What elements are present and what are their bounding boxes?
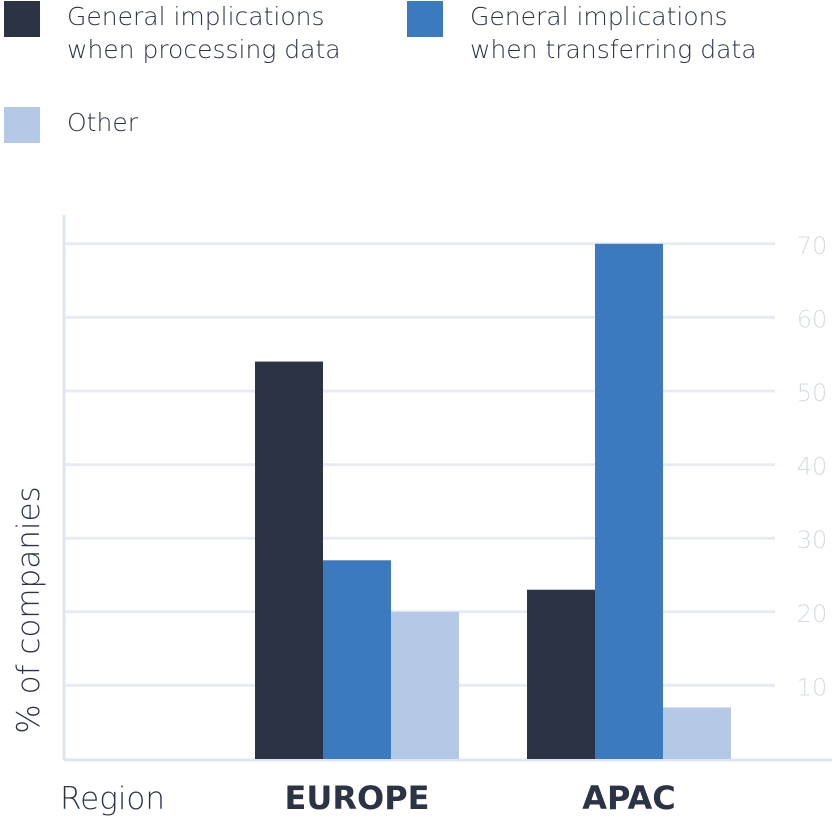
- bar-apac-series-0: [527, 589, 595, 759]
- bar-europe-series-1: [323, 560, 391, 759]
- y-tick-label: 10: [797, 673, 828, 701]
- y-tick-label: 30: [797, 526, 828, 554]
- legend-item-processing: General implications when processing dat…: [4, 0, 341, 66]
- legend-label-line: General implications: [67, 2, 325, 31]
- legend-label-other: Other: [67, 106, 138, 139]
- legend-label-line: General implications: [470, 2, 728, 31]
- legend-label-line: when processing data: [67, 35, 341, 64]
- y-tick-label: 70: [797, 232, 828, 260]
- bar-apac-series-2: [663, 707, 731, 759]
- legend-item-transferring: General implications when transferring d…: [407, 0, 757, 66]
- y-axis-label: % of companies: [11, 486, 47, 733]
- y-tick-label: 40: [797, 453, 828, 481]
- legend-label-line: Other: [67, 108, 138, 137]
- bar-europe-series-0: [255, 361, 323, 759]
- y-tick-label: 50: [797, 379, 828, 407]
- legend-item-other: Other: [4, 106, 138, 143]
- legend-label-transferring: General implications when transferring d…: [470, 0, 757, 66]
- legend-label-line: when transferring data: [470, 35, 757, 64]
- y-tick-label: 20: [797, 600, 828, 628]
- x-axis-label: Region: [60, 781, 165, 817]
- bar-apac-series-1: [595, 243, 663, 760]
- legend-swatch-other: [4, 107, 40, 143]
- bar-europe-series-2: [391, 611, 459, 759]
- legend-swatch-transferring: [407, 1, 443, 37]
- y-tick-label: 60: [797, 305, 828, 333]
- legend-label-processing: General implications when processing dat…: [67, 0, 341, 66]
- legend-swatch-processing: [4, 1, 40, 37]
- x-category-label: APAC: [582, 779, 676, 817]
- x-category-label: EUROPE: [285, 779, 430, 817]
